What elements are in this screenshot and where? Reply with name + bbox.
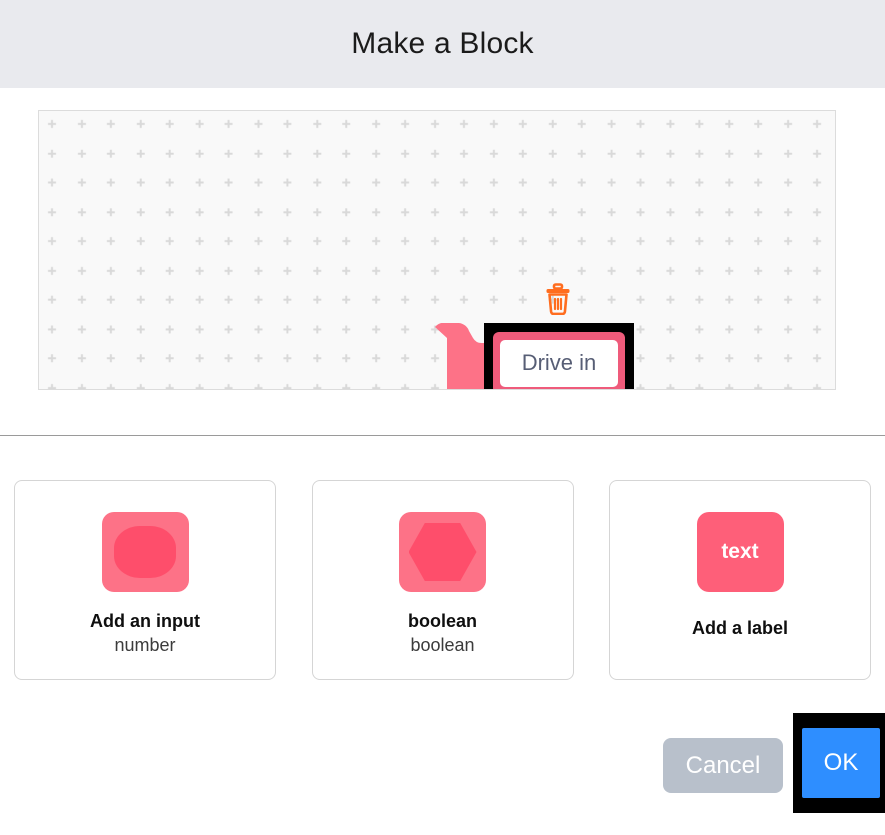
block-name-input[interactable]: Drive in xyxy=(500,339,618,387)
section-divider xyxy=(0,435,885,436)
ok-button[interactable]: OK xyxy=(802,728,880,798)
page-title: Make a Block xyxy=(351,27,534,60)
block-name-field-focus-ring: Drive in xyxy=(484,323,634,389)
ok-button-focus-ring: OK xyxy=(793,713,885,813)
card-add-boolean-input[interactable]: boolean boolean xyxy=(311,480,574,680)
oval-shape-icon xyxy=(114,526,176,578)
card-add-label[interactable]: text Add a label xyxy=(609,480,871,680)
block-canvas[interactable]: Drive in xyxy=(38,110,836,390)
trash-icon[interactable] xyxy=(544,283,572,316)
cancel-button[interactable]: Cancel xyxy=(663,738,783,793)
hexagon-shape-icon xyxy=(408,523,477,581)
label-icon: text xyxy=(696,512,784,592)
workspace-area: Drive in xyxy=(0,88,885,435)
card-title: Add an input xyxy=(90,611,200,631)
card-subtitle: number xyxy=(114,635,176,655)
card-title: boolean xyxy=(407,611,477,631)
card-subtitle: boolean xyxy=(410,635,475,655)
procedure-block[interactable]: Drive in xyxy=(425,323,635,389)
number-input-icon xyxy=(101,512,189,592)
boolean-input-icon xyxy=(399,512,486,592)
card-add-number-input[interactable]: Add an input number xyxy=(14,480,276,680)
label-icon-text: text xyxy=(721,540,759,563)
modal-header: Make a Block xyxy=(0,0,885,88)
dialog-footer: Cancel xyxy=(0,720,885,835)
block-name-field-border: Drive in xyxy=(493,332,625,389)
card-title: Add a label xyxy=(691,618,789,638)
add-option-cards: Add an input number boolean boolean text… xyxy=(14,480,871,680)
grid-dots xyxy=(39,111,835,389)
